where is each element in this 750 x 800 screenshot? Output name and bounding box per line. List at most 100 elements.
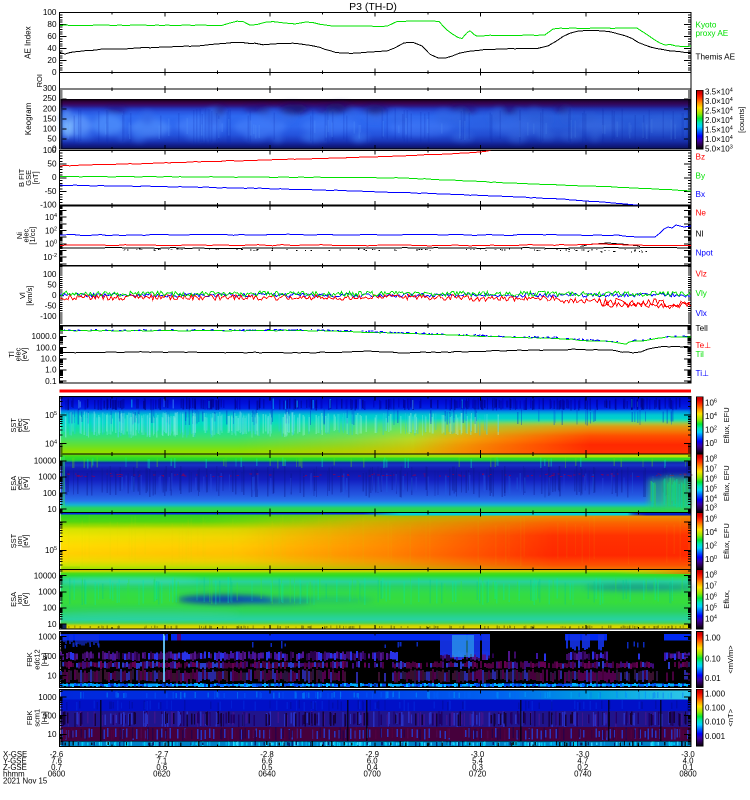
svg-text:GSE: GSE: [24, 170, 33, 186]
svg-text:-50: -50: [45, 302, 57, 311]
svg-text:Eflux,: Eflux,: [722, 590, 731, 609]
svg-text:Bx: Bx: [696, 190, 706, 199]
svg-text:Te⊥: Te⊥: [696, 341, 712, 350]
svg-text:-2.6: -2.6: [50, 750, 63, 759]
svg-text:Vly: Vly: [696, 289, 708, 298]
svg-text:AE Index: AE Index: [24, 26, 33, 58]
svg-text:0: 0: [52, 291, 57, 300]
svg-text:ion: ion: [15, 536, 24, 546]
svg-text:1000: 1000: [38, 632, 57, 641]
svg-text:P3 (TH-D): P3 (TH-D): [349, 1, 397, 13]
svg-text:hhmm: hhmm: [3, 770, 25, 779]
svg-text:105: 105: [705, 485, 717, 494]
svg-text:2021 Nov 15: 2021 Nov 15: [3, 777, 48, 786]
svg-text:[Hz]: [Hz]: [40, 653, 49, 666]
svg-text:4.0: 4.0: [683, 757, 695, 766]
svg-text:SST: SST: [9, 533, 18, 548]
svg-text:106: 106: [705, 593, 717, 602]
svg-text:108: 108: [705, 455, 717, 464]
svg-text:10000: 10000: [34, 572, 57, 581]
svg-text:Npot: Npot: [696, 249, 714, 258]
svg-text:0: 0: [52, 68, 57, 77]
svg-text:100: 100: [45, 240, 57, 249]
svg-text:40: 40: [47, 44, 57, 53]
svg-text:5.0×103: 5.0×103: [705, 145, 733, 154]
svg-text:[eV]: [eV]: [20, 348, 29, 361]
svg-text:0.5: 0.5: [262, 763, 274, 772]
svg-text:50: 50: [47, 160, 57, 169]
svg-text:1000: 1000: [38, 588, 57, 597]
svg-text:104: 104: [705, 528, 717, 537]
svg-text:ESA: ESA: [9, 592, 18, 607]
svg-text:-3.0: -3.0: [576, 750, 590, 759]
svg-text:elec: elec: [14, 347, 23, 361]
svg-text:4.7: 4.7: [577, 757, 588, 766]
svg-text:[eV]: [eV]: [21, 419, 30, 432]
svg-text:X-GSE: X-GSE: [3, 750, 27, 759]
svg-text:-100: -100: [40, 312, 57, 321]
svg-text:0.10: 0.10: [705, 654, 721, 663]
svg-text:104: 104: [45, 213, 57, 222]
svg-text:102: 102: [705, 541, 717, 550]
svg-text:100: 100: [705, 439, 717, 448]
svg-text:104: 104: [705, 615, 717, 624]
svg-text:-3.0: -3.0: [471, 750, 485, 759]
svg-text:104: 104: [705, 495, 717, 504]
svg-text:50: 50: [47, 281, 57, 290]
svg-text:6.0: 6.0: [367, 757, 379, 766]
svg-text:105: 105: [45, 411, 57, 420]
svg-text:107: 107: [705, 582, 717, 591]
svg-text:1000: 1000: [38, 473, 57, 482]
svg-text:Kyoto: Kyoto: [696, 21, 717, 30]
svg-text:0.100: 0.100: [705, 703, 726, 712]
svg-text:100: 100: [43, 604, 57, 613]
svg-text:10: 10: [47, 620, 57, 629]
svg-text:50: 50: [47, 134, 57, 143]
svg-text:0.2: 0.2: [577, 763, 588, 772]
svg-text:Keogram: Keogram: [24, 102, 33, 135]
svg-text:B FIT: B FIT: [17, 168, 26, 187]
svg-text:7.6: 7.6: [51, 757, 62, 766]
svg-text:[km/s]: [km/s]: [25, 286, 34, 306]
svg-text:edc12: edc12: [33, 649, 42, 669]
svg-text:[1/cc]: [1/cc]: [28, 227, 37, 245]
svg-text:0.7: 0.7: [51, 763, 62, 772]
svg-text:Bz: Bz: [696, 153, 706, 162]
svg-text:-2.9: -2.9: [365, 750, 378, 759]
svg-text:Vl: Vl: [18, 292, 27, 299]
svg-text:0.4: 0.4: [367, 763, 379, 772]
svg-text:proxy AE: proxy AE: [696, 29, 729, 38]
svg-text:106: 106: [705, 475, 717, 484]
svg-text:3.5×104: 3.5×104: [705, 87, 733, 96]
svg-text:Eflux, EFU: Eflux, EFU: [722, 407, 731, 443]
svg-text:0720: 0720: [469, 770, 487, 779]
svg-text:102: 102: [45, 226, 57, 235]
svg-text:0.001: 0.001: [705, 732, 726, 741]
svg-text:10: 10: [47, 671, 57, 680]
svg-text:2.0×104: 2.0×104: [705, 116, 733, 125]
svg-text:103: 103: [705, 504, 717, 513]
svg-text:FBK: FBK: [25, 711, 34, 726]
svg-text:104: 104: [705, 412, 717, 421]
svg-text:0640: 0640: [258, 770, 276, 779]
svg-text:-50: -50: [45, 187, 57, 196]
svg-text:106: 106: [705, 514, 717, 523]
svg-text:150: 150: [43, 114, 57, 123]
svg-text:[Hz]: [Hz]: [40, 711, 49, 724]
svg-text:10.0: 10.0: [41, 355, 57, 364]
svg-text:80: 80: [47, 20, 57, 29]
svg-text:100: 100: [43, 489, 57, 498]
svg-text:100: 100: [43, 270, 57, 279]
svg-text:106: 106: [705, 399, 717, 408]
svg-text:10: 10: [47, 505, 57, 514]
svg-text:0620: 0620: [153, 770, 171, 779]
svg-text:Ne: Ne: [696, 209, 707, 218]
svg-text:Vlz: Vlz: [696, 270, 707, 279]
svg-text:[eV]: [eV]: [21, 593, 30, 606]
svg-text:100: 100: [705, 555, 717, 564]
svg-text:Eflux, EFU: Eflux, EFU: [722, 523, 731, 559]
svg-text:10-2: 10-2: [43, 253, 57, 262]
svg-text:NI: NI: [696, 230, 704, 239]
svg-text:0.1: 0.1: [683, 763, 694, 772]
svg-text:0: 0: [52, 144, 57, 153]
